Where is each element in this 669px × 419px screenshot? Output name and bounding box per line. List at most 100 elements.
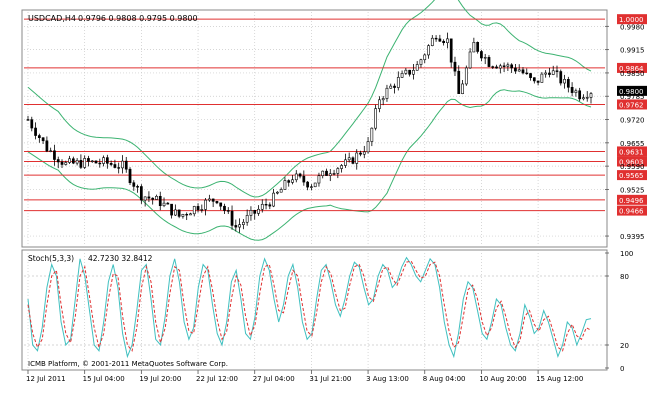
candle-body: [185, 213, 189, 216]
candle-body: [347, 157, 351, 161]
candle-body: [98, 162, 102, 165]
candle-body: [181, 213, 185, 217]
candle-body: [510, 64, 514, 69]
symbol-label: USDCAD,H4: [28, 14, 76, 23]
candle-body: [260, 204, 264, 210]
stoch-tick-label: 80: [620, 273, 629, 281]
candle-body: [540, 73, 544, 83]
candle-body: [446, 38, 449, 44]
candle-body: [589, 93, 593, 98]
candle-body: [219, 202, 223, 207]
candle-body: [132, 182, 136, 187]
candle-body: [64, 162, 68, 165]
candle-body: [223, 205, 226, 211]
candle-body: [151, 197, 155, 200]
candle-body: [53, 150, 56, 160]
candle-body: [268, 204, 272, 207]
price-tick-label: 0.9915: [620, 47, 645, 55]
grid-layer: [24, 12, 605, 368]
price-tick-label: 0.9785: [620, 93, 645, 101]
time-tick-label: 27 Jul 04:00: [253, 375, 295, 383]
candle-body: [302, 175, 306, 183]
price-tick-label: 0.9980: [620, 23, 645, 31]
candle-body: [370, 127, 374, 142]
candle-body: [321, 170, 325, 177]
candle-body: [555, 70, 559, 72]
candle-body: [196, 206, 200, 211]
candle-body: [68, 158, 71, 163]
candle-body: [362, 151, 366, 155]
candle-body: [90, 160, 94, 163]
candle-body: [325, 170, 328, 176]
candle-body: [238, 224, 241, 228]
candle-body: [457, 70, 461, 94]
candle-body: [563, 79, 566, 84]
stoch-panel-frame: [21, 249, 608, 371]
stoch-values: 42.7230 32.8412: [88, 254, 153, 263]
level-label-box: [617, 156, 647, 167]
candle-body: [310, 186, 313, 188]
level-label-box: [617, 146, 647, 157]
candle-body: [378, 99, 381, 109]
candle-body: [242, 221, 245, 225]
bollinger-bands: [27, 0, 592, 241]
candle-body: [408, 69, 411, 75]
candle-body: [344, 159, 347, 166]
candlesticks: [26, 32, 593, 233]
price-tick-label: 0.9590: [620, 163, 645, 171]
candle-body: [529, 73, 532, 78]
candle-body: [548, 72, 551, 75]
candle-body: [559, 71, 563, 84]
level-label-box: [617, 170, 647, 181]
candle-body: [208, 198, 211, 201]
ohlc-values: 0.9796 0.9808 0.9795 0.9800: [78, 14, 198, 23]
upper-band: [27, 0, 592, 198]
price-tick-label: 0.9850: [620, 70, 645, 78]
candle-body: [257, 208, 260, 214]
candle-body: [468, 51, 472, 69]
candle-body: [415, 64, 419, 71]
candle-body: [41, 137, 45, 142]
candle-body: [521, 69, 525, 74]
candle-body: [393, 85, 396, 88]
candle-body: [294, 173, 298, 181]
candle-body: [551, 70, 555, 75]
time-tick-label: 15 Jul 04:00: [83, 375, 125, 383]
time-tick-label: 3 Aug 13:00: [366, 375, 409, 383]
stoch-axis: 100 80 20 0: [605, 250, 633, 373]
candle-body: [71, 158, 75, 164]
candle-body: [30, 119, 34, 129]
candle-body: [313, 182, 317, 188]
candle-body: [34, 127, 37, 136]
candle-body: [472, 42, 476, 53]
candle-body: [166, 202, 170, 205]
candle-body: [427, 45, 430, 56]
candle-body: [283, 180, 287, 190]
candle-body: [578, 90, 582, 100]
level-label: 0.9603: [619, 158, 644, 166]
candle-body: [117, 167, 121, 169]
stoch-signal-line: [27, 260, 592, 352]
candle-body: [249, 210, 253, 216]
candle-body: [200, 209, 204, 211]
candle-body: [136, 186, 139, 188]
candle-body: [298, 173, 302, 177]
candle-body: [121, 160, 124, 169]
candle-body: [276, 191, 279, 194]
candle-body: [226, 210, 230, 212]
level-label: 0.9496: [619, 197, 644, 205]
candle-body: [332, 173, 336, 175]
candle-body: [177, 209, 181, 217]
candle-body: [124, 160, 128, 170]
candle-body: [287, 180, 291, 183]
price-tick-label: 0.9720: [620, 117, 645, 125]
current-price-box: [617, 85, 647, 96]
candle-body: [366, 141, 370, 153]
candle-body: [56, 159, 60, 163]
candle-body: [359, 152, 362, 155]
candle-body: [230, 210, 234, 226]
candle-body: [162, 202, 166, 207]
candle-body: [340, 165, 343, 169]
candle-body: [158, 195, 162, 207]
